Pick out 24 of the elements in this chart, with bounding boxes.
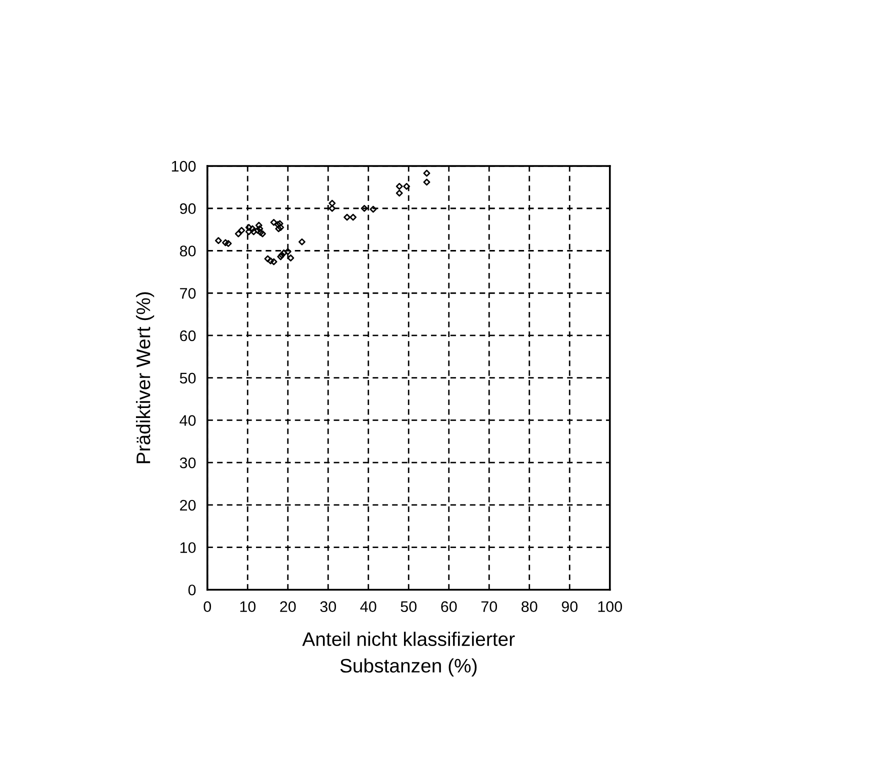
y-tick-label: 90 [180, 203, 196, 214]
y-tick-label: 40 [180, 415, 196, 426]
x-tick-label: 50 [400, 601, 417, 612]
x-axis-title: Anteil nicht klassifizierter Substanzen (%) [302, 632, 515, 676]
x-tick-label: 10 [240, 601, 256, 612]
y-axis-title: Prädiktiver Wert (%) [136, 292, 154, 464]
y-tick-label: 60 [180, 330, 196, 342]
x-tick-label: 90 [562, 601, 578, 612]
x-tick-label: 70 [481, 601, 498, 612]
y-tick-label: 10 [180, 542, 196, 554]
y-tick-label: 0 [188, 584, 196, 596]
x-tick-label: 60 [441, 601, 457, 612]
y-tick-label: 80 [180, 246, 196, 256]
x-tick-label: 20 [280, 601, 296, 612]
y-tick-label: 100 [172, 160, 196, 172]
y-tick-label: 70 [180, 288, 196, 299]
x-tick-label: 80 [522, 601, 538, 612]
x-tick-label: 40 [360, 601, 376, 612]
y-tick-label: 20 [180, 500, 196, 511]
x-tick-label: 30 [320, 601, 336, 612]
y-tick-label: 30 [180, 457, 196, 468]
x-tick-label: 100 [598, 601, 622, 612]
x-tick-label: 0 [204, 601, 212, 612]
y-tick-label: 50 [180, 372, 196, 384]
